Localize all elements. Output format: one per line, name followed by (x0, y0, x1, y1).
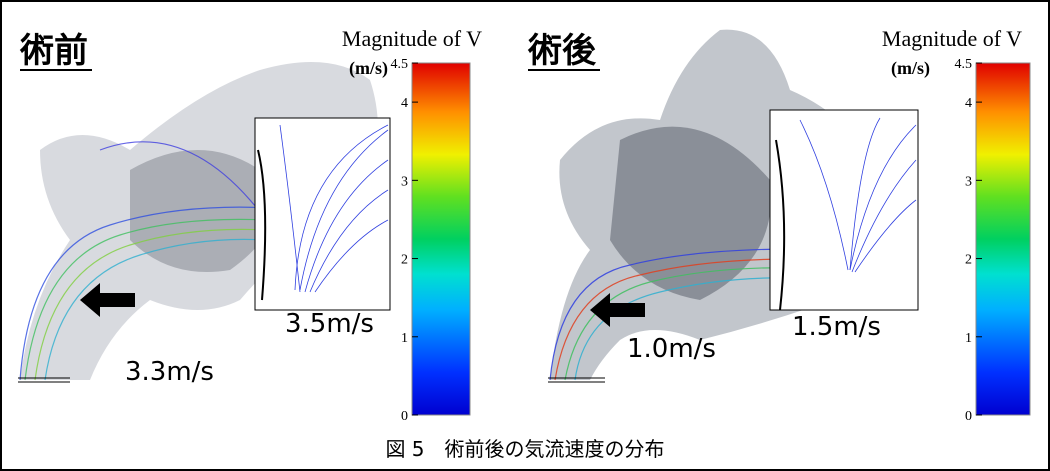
colorbar-unit: (m/s) (349, 58, 388, 79)
panel-title: 術後 (527, 31, 597, 71)
colorbar (976, 63, 1030, 415)
figure: 図 5 術前後の気流速度の分布 術前 Magnitude of V (m/s) 0 1 2… (0, 0, 1050, 471)
colorbar-unit: (m/s) (891, 58, 930, 79)
colorbar-title: Magnitude of V (342, 26, 482, 51)
caption: 図 5 術前後の気流速度の分布 (385, 437, 664, 461)
colorbar-title: Magnitude of V (882, 26, 1022, 51)
colorbar-tick-label: 4 (965, 96, 972, 111)
colorbar-tick-label: 0 (401, 409, 408, 424)
panel-title: 術前 (19, 31, 88, 71)
speed-annotation: 1.0m/s (627, 334, 716, 364)
colorbar-tick-label: 0 (965, 409, 972, 424)
colorbar (412, 63, 470, 415)
speed-annotation: 1.5m/s (792, 312, 881, 342)
colorbar-tick-label: 4.5 (391, 57, 409, 72)
colorbar-tick-label: 3 (401, 174, 408, 189)
speed-annotation: 3.3m/s (125, 357, 214, 387)
colorbar-tick-label: 3 (965, 174, 972, 189)
colorbar-tick-label: 2 (965, 253, 972, 268)
colorbar-tick-label: 1 (401, 331, 408, 346)
colorbar-tick-label: 2 (401, 253, 408, 268)
colorbar-tick-label: 1 (965, 331, 972, 346)
colorbar-tick-label: 4 (401, 96, 408, 111)
speed-annotation: 3.5m/s (285, 309, 374, 339)
colorbar-tick-label: 4.5 (955, 57, 973, 72)
